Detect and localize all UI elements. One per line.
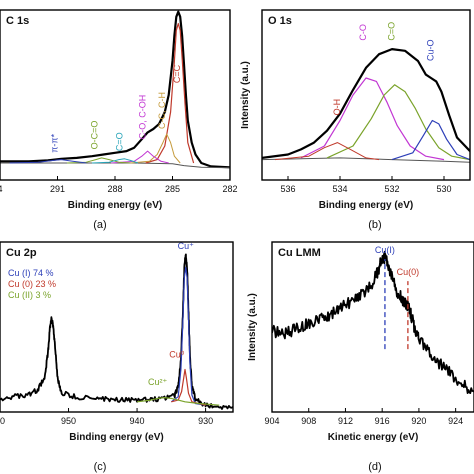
x-axis-label: Binding energy (eV) [319,200,413,211]
series-fit-total [0,10,230,169]
x-tick-label: 285 [165,184,180,194]
x-axis-label: Binding energy (eV) [69,432,163,443]
x-tick-label: 536 [280,184,295,194]
x-tick-label: 924 [448,416,463,426]
y-axis-label: Intensity (a.u.) [240,61,251,129]
marker-label-0: Cu(I) [375,245,395,255]
legend-entry: Cu (II) 3 % [8,290,51,300]
x-tick-label: 912 [338,416,353,426]
series-o-h [274,142,380,161]
panel-c: Cu⁺ Cu⁰ Cu²⁺ Cu (I) 74 %Cu (0) 23 %Cu (II) … [0,241,234,473]
series-cu-0- [171,368,206,406]
series-c-o [91,158,139,164]
x-tick-label: 940 [130,416,145,426]
plot-area [0,253,233,410]
series-c-c [145,23,195,164]
x-tick-label: 532 [384,184,399,194]
series-data [272,250,474,394]
x-tick-label: 4 [0,184,3,194]
marker-label-1: Cu(0) [397,267,420,277]
x-axis-label: Binding energy (eV) [68,200,162,211]
peak-label: C=C [172,64,182,83]
series-o-c-o [67,157,131,164]
peak-label: Cu⁰ [169,350,185,360]
peak-label: Cu²⁺ [148,377,168,387]
x-tick-label: 950 [61,416,76,426]
x-tick-label: 908 [301,416,316,426]
plot-area [0,10,230,169]
panel-caption: (b) [368,219,381,231]
x-tick-label: 60 [0,416,5,426]
legend-entry: Cu (I) 74 % [8,268,54,278]
panel-title: Cu 2p [6,247,37,259]
panel-d: Cu(I) Cu(0) 904 908 912 916 920 924 Cu LMM Kineti… [247,241,474,473]
x-tick-label: 920 [411,416,426,426]
series-cu-ii- [137,397,220,406]
x-tick-label: 916 [375,416,390,426]
series-fit-total [262,48,470,159]
panel-title: Cu LMM [278,247,321,259]
x-tick-label: 291 [50,184,65,194]
peak-label: π-π* [50,133,60,152]
peak-label: C-O, C-OH [138,95,148,140]
legend-entry: Cu (0) 23 % [8,279,56,289]
series-background [0,162,230,169]
x-tick-label: 530 [436,184,451,194]
peak-label: Cu⁺ [178,241,195,251]
series-- [9,159,87,164]
series-cu-i- [170,266,206,406]
panel-title: O 1s [268,15,292,27]
peak-label: C=O [387,22,397,41]
panel-title: C 1s [6,15,29,27]
peak-label: O-C=O [90,121,100,150]
series-c-c-c-h [130,133,181,164]
panel-a: π-π* O-C=O C=O C-O, C-OH C-C, C-H C=C 4 291 288 2… [0,9,238,231]
panel-caption: (c) [94,461,107,473]
panel-b: O-H C-O C=O Cu-O 536 534 532 530 O 1s Binding ene… [240,9,471,231]
series-cu-o [391,119,470,161]
plot-area [272,250,474,394]
panel-caption: (d) [368,461,381,473]
y-axis-label: Intensity (a.u.) [247,293,258,361]
x-axis-label: Kinetic energy (eV) [328,432,419,443]
peak-label: C-O [358,24,368,41]
x-tick-label: 904 [264,416,279,426]
series-c-o [326,84,470,161]
peak-label: C-C, C-H [157,92,167,129]
x-tick-label: 288 [107,184,122,194]
x-tick-label: 282 [222,184,237,194]
x-tick-label: 930 [198,416,213,426]
x-tick-label: 534 [332,184,347,194]
plot-frame [271,241,474,413]
peak-label: C=O [115,132,125,151]
peak-label: Cu-O [426,39,436,61]
panel-caption: (a) [93,219,106,231]
peak-label: O-H [332,99,342,116]
series-c-o [300,77,445,161]
plot-frame [261,9,471,181]
plot-frame [0,241,234,413]
plot-area [262,48,470,163]
